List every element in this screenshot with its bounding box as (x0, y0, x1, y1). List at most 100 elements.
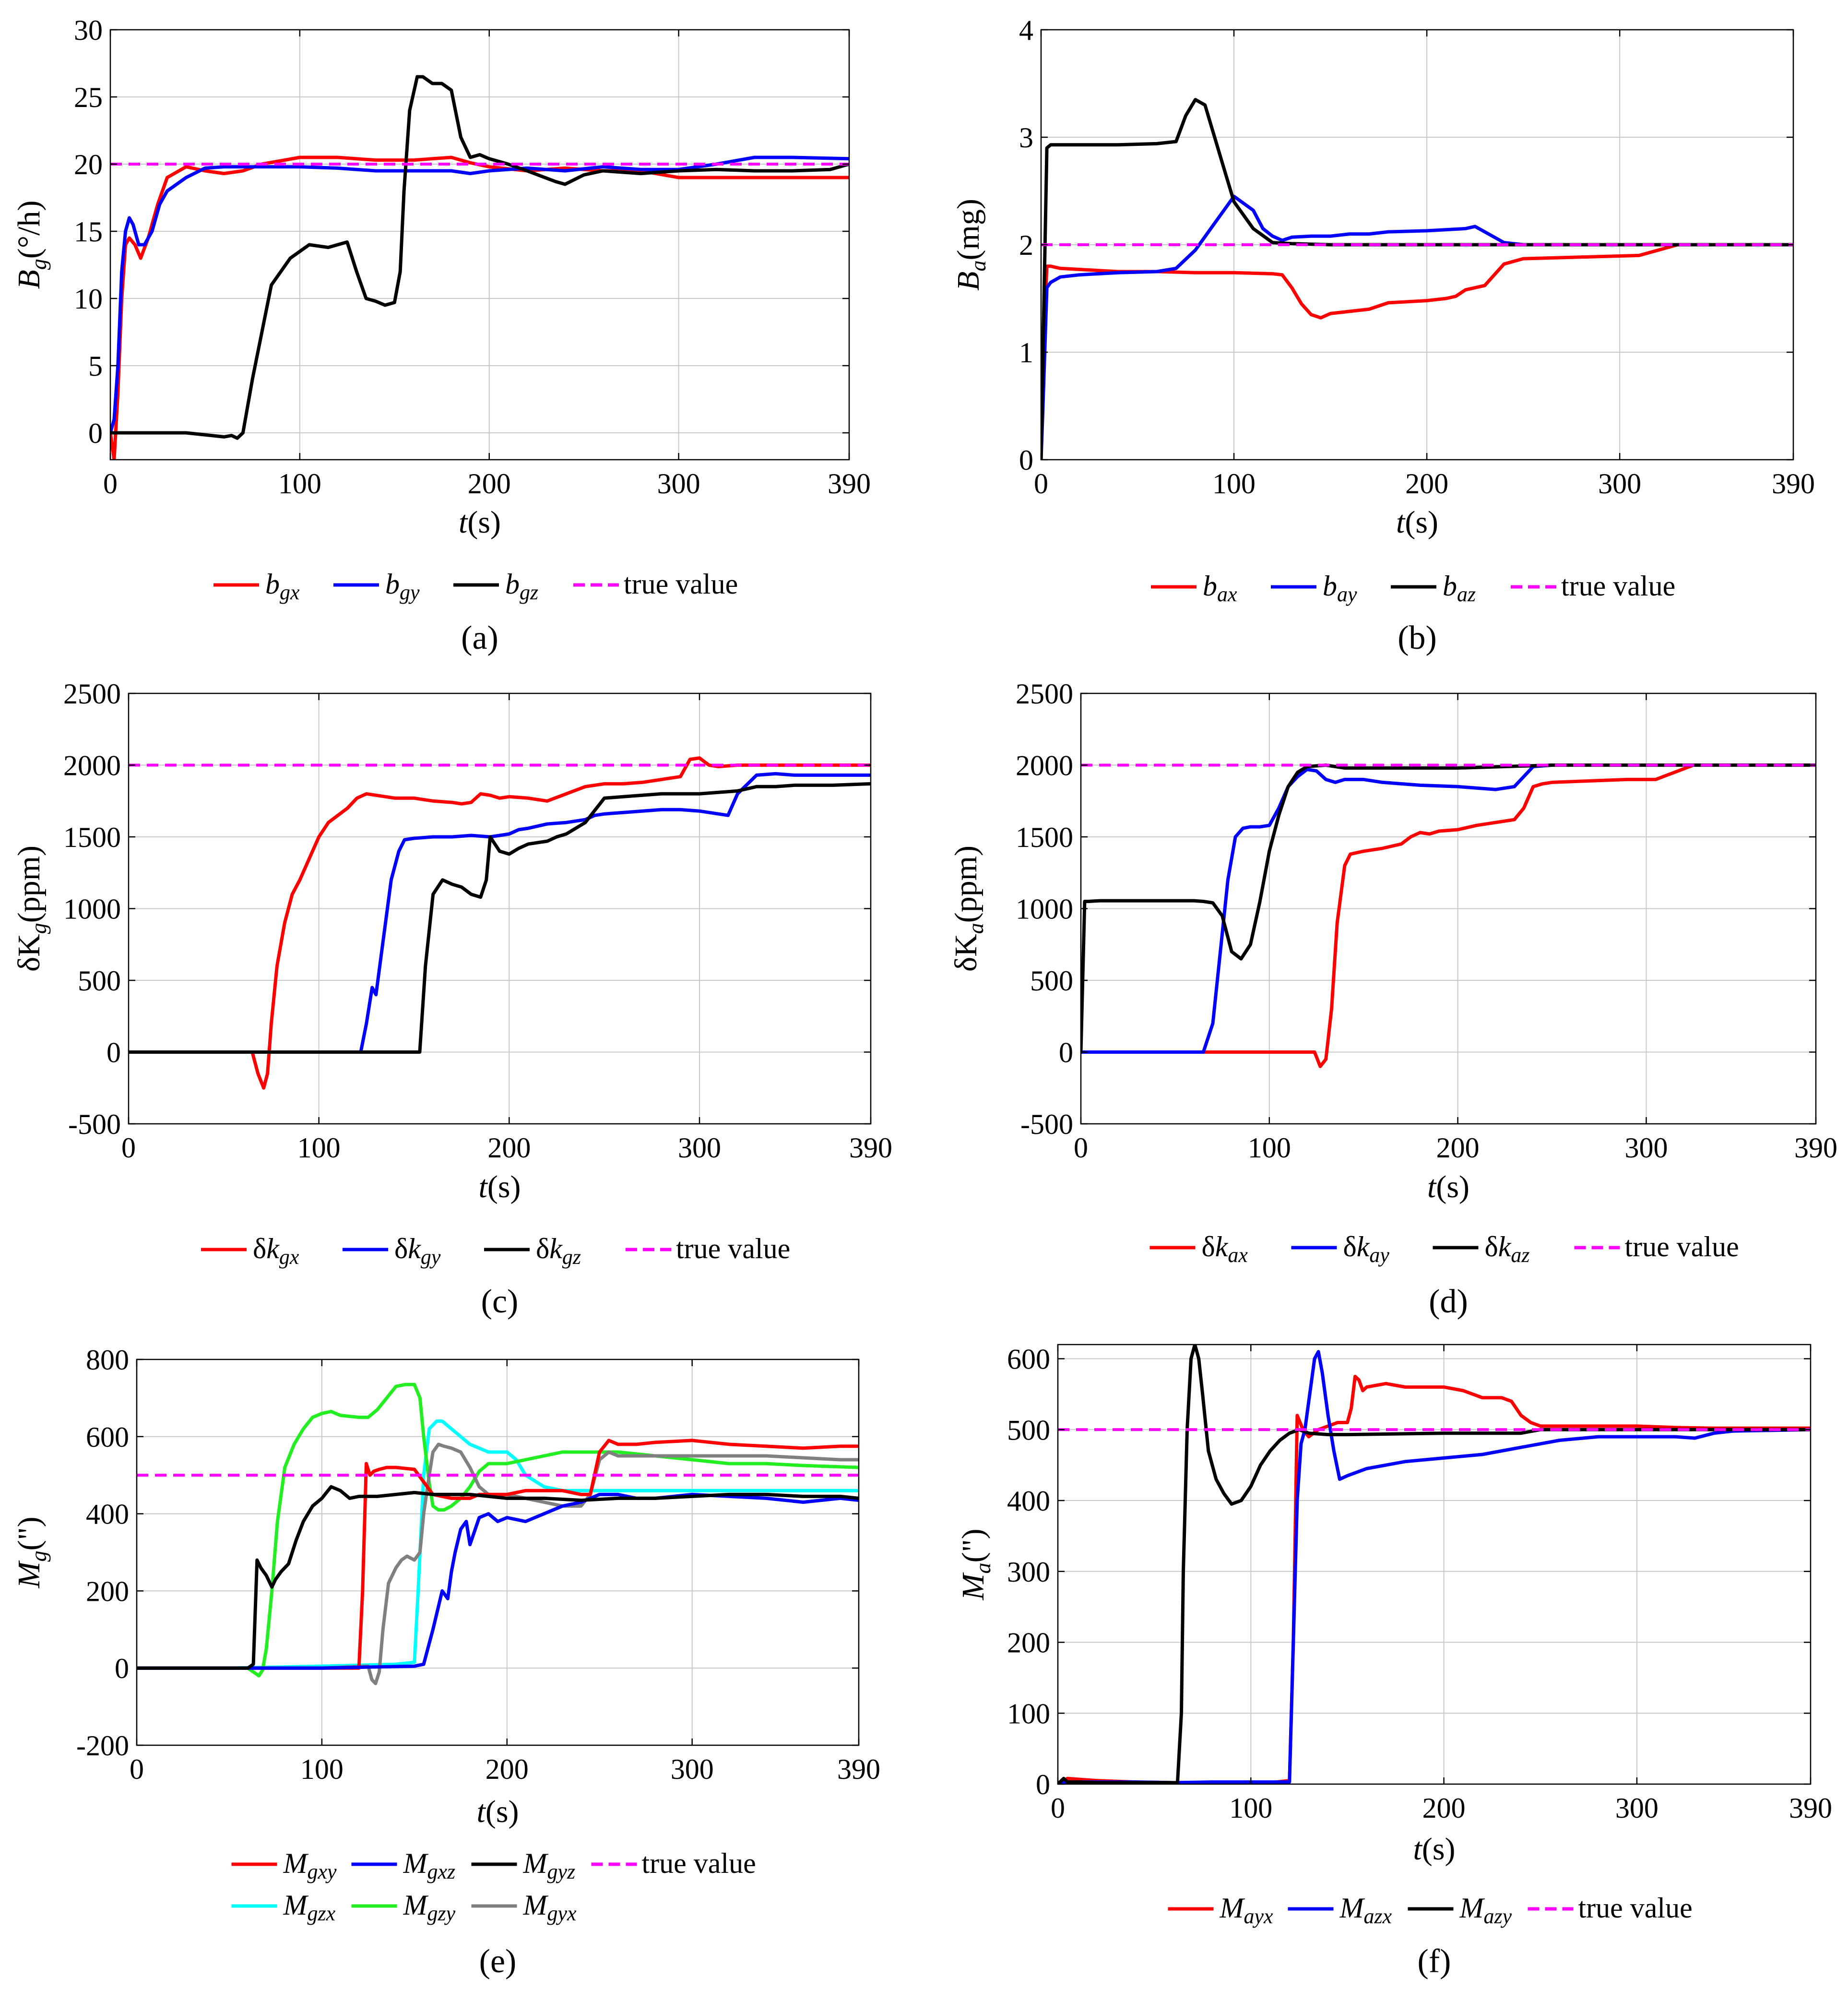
legend-label: Mgxz (403, 1847, 456, 1883)
series-line-Mazy (1058, 1345, 1811, 1784)
legend-row: δkax δkay δkaz true value (1149, 1231, 1739, 1267)
y-axis-label-unit: (ppm) (12, 846, 47, 923)
x-tick-label: 0 (121, 1132, 136, 1164)
x-tick-label: 200 (1405, 468, 1448, 500)
x-tick-label: 200 (1436, 1132, 1480, 1164)
legend-label-subscript: gyx (547, 1902, 577, 1925)
chart-panel-d: 0 100 200 300 390-50005001000150020002500t(s… (948, 678, 1837, 1320)
legend-label-symbol: M (283, 1889, 309, 1921)
legend-label: Mgyz (523, 1847, 576, 1883)
legend-label-true-value: true value (1625, 1231, 1739, 1263)
chart-panel-e: 0 100 200 300 390-2000200400600800t(s)Mg(")M… (12, 1344, 880, 1980)
y-tick-label: 200 (1007, 1627, 1050, 1659)
x-tick-label: 0 (1074, 1132, 1088, 1164)
legend-label-prefix: δ (253, 1233, 266, 1264)
legend-entry: Mazx (1288, 1892, 1392, 1928)
y-tick-label: 800 (86, 1344, 129, 1376)
legend-label-symbol: k (549, 1233, 563, 1264)
legend-entry: bgz (453, 568, 538, 604)
y-axis-label-symbol: M (956, 1572, 991, 1600)
x-axis-label-symbol: t (459, 505, 468, 540)
panel-label: (c) (481, 1283, 519, 1320)
x-axis-label: t(s) (1396, 505, 1438, 540)
legend-row: δkgx δkgy δkgz true value (201, 1233, 790, 1269)
legend-label-symbol: M (523, 1889, 549, 1921)
y-axis-label: Mg(") (12, 1517, 51, 1589)
series-group (1041, 98, 1793, 460)
x-axis-label: t(s) (477, 1794, 519, 1829)
y-tick-label: 500 (1007, 1414, 1050, 1446)
legend-entry: δkay (1291, 1231, 1390, 1267)
legend-label-prefix: δ (1485, 1231, 1498, 1263)
panel-label: (b) (1398, 619, 1437, 656)
legend-label-subscript: ax (1228, 1243, 1248, 1267)
x-axis-label-symbol: t (1396, 505, 1406, 540)
y-tick-label: 20 (74, 149, 103, 180)
x-tick-label: 200 (468, 468, 511, 500)
panel-label: (a) (461, 619, 498, 656)
legend-label-prefix: δ (394, 1233, 408, 1264)
legend-label-symbol: M (403, 1889, 429, 1921)
x-tick-label: 390 (1794, 1132, 1837, 1164)
series-line-Mgxy (137, 1439, 859, 1670)
y-axis-label-unit: (ppm) (948, 846, 983, 923)
legend-entry: Mgzx (231, 1889, 336, 1925)
legend-entry: Mgyx (471, 1889, 577, 1925)
y-tick-label: 25 (74, 82, 103, 113)
series-line-Mgyz (137, 1485, 859, 1670)
x-tick-label: 390 (1789, 1792, 1832, 1824)
y-axis-label-subscript: a (966, 260, 990, 271)
legend-label-subscript: gxz (427, 1860, 455, 1883)
legend-label-subscript: ay (1337, 583, 1357, 606)
legend-label-subscript: gyz (547, 1860, 575, 1883)
series-line-Mgzy (137, 1382, 859, 1678)
legend-label: δkax (1202, 1231, 1248, 1267)
legend-label: δkay (1343, 1231, 1390, 1267)
legend-label: bay (1323, 570, 1357, 606)
y-tick-label: -200 (76, 1730, 129, 1762)
y-tick-label: 1000 (63, 893, 121, 925)
y-tick-label: 400 (86, 1499, 129, 1530)
y-tick-label: 0 (115, 1653, 129, 1684)
legend-label-symbol: b (265, 568, 280, 600)
y-axis-label-subscript: g (26, 259, 51, 270)
y-axis-label-subscript: g (26, 1550, 51, 1561)
axes-box (1057, 1344, 1812, 1785)
legend-label: bgx (265, 568, 300, 604)
legend-label-prefix: δ (536, 1233, 549, 1264)
x-tick-label: 100 (278, 468, 321, 500)
x-axis-label: t(s) (479, 1169, 521, 1204)
y-tick-label: 1500 (1016, 822, 1073, 853)
y-tick-label: -500 (68, 1108, 121, 1140)
series-line-Mgyx (137, 1442, 859, 1685)
legend-label-symbol: k (1498, 1231, 1512, 1263)
x-axis-label-unit: (s) (467, 505, 501, 540)
legend-entry: true value (1511, 570, 1675, 602)
legend-label-symbol: k (408, 1233, 421, 1264)
x-axis-label-unit: (s) (1422, 1832, 1456, 1867)
y-tick-label: 2000 (63, 750, 121, 782)
x-tick-label: 200 (1422, 1792, 1466, 1824)
legend-entry: bay (1271, 570, 1357, 606)
legend-label-symbol: b (385, 568, 400, 600)
series-line-δkax (1081, 763, 1816, 1068)
legend-label-subscript: ax (1217, 583, 1237, 606)
legend-label-symbol: k (1357, 1231, 1370, 1263)
legend-label: Mgyx (523, 1889, 577, 1925)
legend-label: Mgxy (283, 1847, 337, 1883)
y-axis-label-symbol: M (12, 1560, 47, 1588)
legend-label-symbol: M (1459, 1892, 1485, 1924)
y-tick-label: 30 (74, 14, 103, 46)
x-tick-label: 300 (657, 468, 700, 500)
legend-label-true-value: true value (624, 568, 738, 600)
y-tick-label: 2500 (1016, 678, 1073, 710)
legend-label-subscript: gx (279, 1245, 299, 1269)
series-line-Mgxz (137, 1492, 859, 1670)
legend-label-symbol: k (1215, 1231, 1229, 1263)
legend-label-subscript: az (1511, 1243, 1529, 1267)
x-axis-label: t(s) (459, 505, 501, 540)
legend-label: Mazy (1459, 1892, 1512, 1928)
legend-label-symbol: M (403, 1847, 429, 1879)
